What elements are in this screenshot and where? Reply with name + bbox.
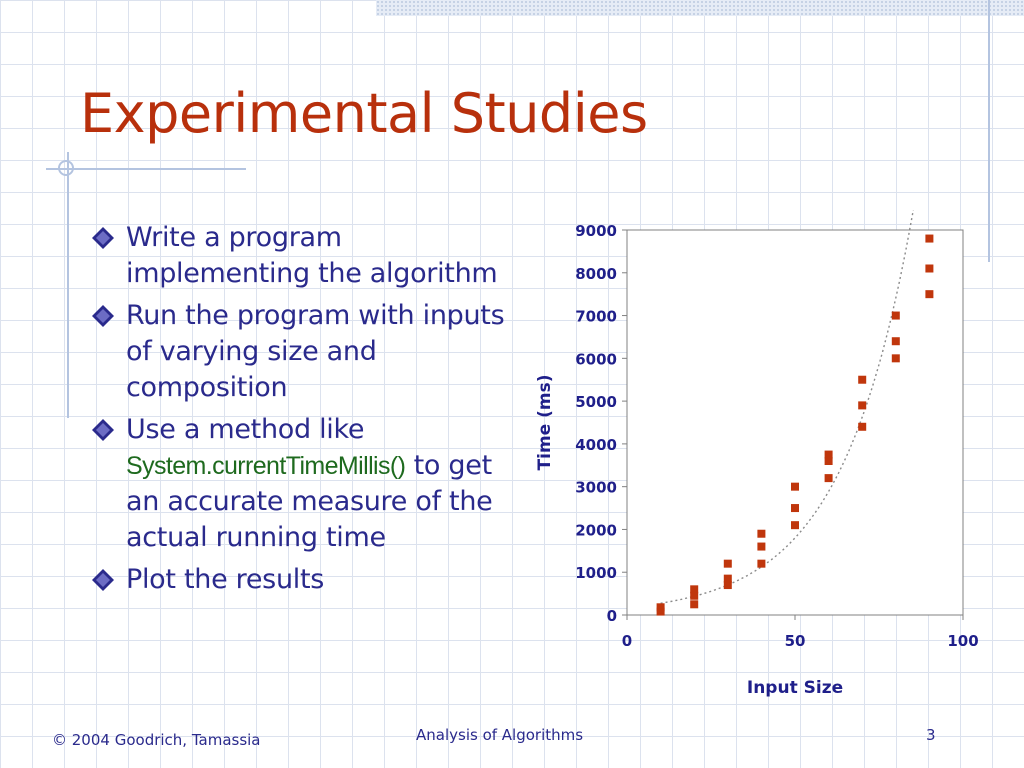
data-point bbox=[858, 422, 867, 431]
data-point bbox=[791, 521, 799, 530]
data-point bbox=[925, 264, 934, 273]
data-point bbox=[824, 457, 833, 465]
data-point bbox=[824, 450, 833, 459]
bullet-item: Plot the results bbox=[88, 562, 528, 598]
footer-page-number: 3 bbox=[926, 726, 936, 744]
slide-title: Experimental Studies bbox=[80, 82, 648, 145]
y-tick-label: 9000 bbox=[575, 222, 617, 240]
y-tick-label: 5000 bbox=[575, 393, 617, 411]
y-tick-label: 4000 bbox=[575, 436, 617, 454]
bullet-item: Write a program implementing the algorit… bbox=[88, 220, 528, 292]
data-point bbox=[858, 401, 867, 410]
data-point bbox=[723, 559, 732, 568]
data-point bbox=[891, 354, 900, 363]
bullet-text: Run the program with inputs of varying s… bbox=[126, 300, 505, 403]
data-point bbox=[791, 504, 799, 513]
data-point bbox=[757, 559, 766, 568]
data-point bbox=[925, 234, 934, 243]
bullet-item: Run the program with inputs of varying s… bbox=[88, 298, 528, 406]
data-point bbox=[757, 529, 766, 538]
data-point bbox=[757, 542, 766, 551]
data-point bbox=[891, 337, 900, 346]
bullet-list: Write a program implementing the algorit… bbox=[88, 220, 528, 604]
plot-area bbox=[626, 229, 964, 616]
y-axis-title: Time (ms) bbox=[535, 375, 555, 471]
bullet-text: Write a program implementing the algorit… bbox=[126, 222, 498, 289]
y-tick-label: 8000 bbox=[575, 265, 617, 283]
y-tick-label: 7000 bbox=[575, 308, 617, 326]
trendline bbox=[660, 210, 914, 604]
data-point bbox=[690, 600, 699, 609]
data-point bbox=[690, 591, 699, 600]
data-point bbox=[723, 574, 732, 583]
x-tick-label: 0 bbox=[622, 632, 632, 650]
scatter-chart: 0 1000 2000 3000 4000 5000 6000 7000 8000 9000 0 50… bbox=[535, 210, 979, 698]
diamond-bullet-icon bbox=[92, 419, 114, 441]
bullet-text-before-code: Use a method like bbox=[126, 414, 365, 445]
bullet-text-after-code: to get an accurate measure of the actual… bbox=[126, 450, 493, 553]
y-tick-label: 0 bbox=[607, 607, 617, 625]
diamond-bullet-icon bbox=[92, 227, 114, 249]
data-point bbox=[723, 581, 732, 590]
title-underline-rule bbox=[46, 168, 246, 170]
data-point bbox=[891, 311, 900, 320]
diamond-bullet-icon bbox=[92, 305, 114, 327]
decorative-vertical-line-right bbox=[988, 0, 990, 262]
x-tick-label: 100 bbox=[947, 632, 978, 650]
y-tick-label: 6000 bbox=[575, 350, 617, 368]
y-tick-label: 2000 bbox=[575, 521, 617, 539]
decorative-circle bbox=[58, 160, 74, 176]
y-tick-label: 3000 bbox=[575, 479, 617, 497]
data-point bbox=[824, 474, 833, 483]
code-method-name: System.currentTimeMillis() bbox=[126, 452, 406, 480]
data-point bbox=[858, 375, 867, 384]
bullet-text: Plot the results bbox=[126, 564, 325, 595]
decorative-vertical-line-left bbox=[67, 152, 69, 418]
data-point bbox=[791, 482, 799, 491]
top-decorative-band bbox=[376, 0, 1024, 16]
data-point bbox=[690, 585, 699, 594]
diamond-bullet-icon bbox=[92, 569, 114, 591]
bullet-item: Use a method like System.currentTimeMill… bbox=[88, 412, 528, 556]
data-point bbox=[656, 603, 665, 612]
y-tick-label: 1000 bbox=[575, 564, 617, 582]
x-tick-label: 50 bbox=[785, 632, 806, 650]
footer-copyright: © 2004 Goodrich, Tamassia bbox=[52, 731, 261, 749]
data-point bbox=[656, 607, 665, 616]
data-point bbox=[925, 290, 934, 299]
footer-course-title: Analysis of Algorithms bbox=[416, 726, 584, 744]
x-axis-title: Input Size bbox=[747, 678, 843, 698]
